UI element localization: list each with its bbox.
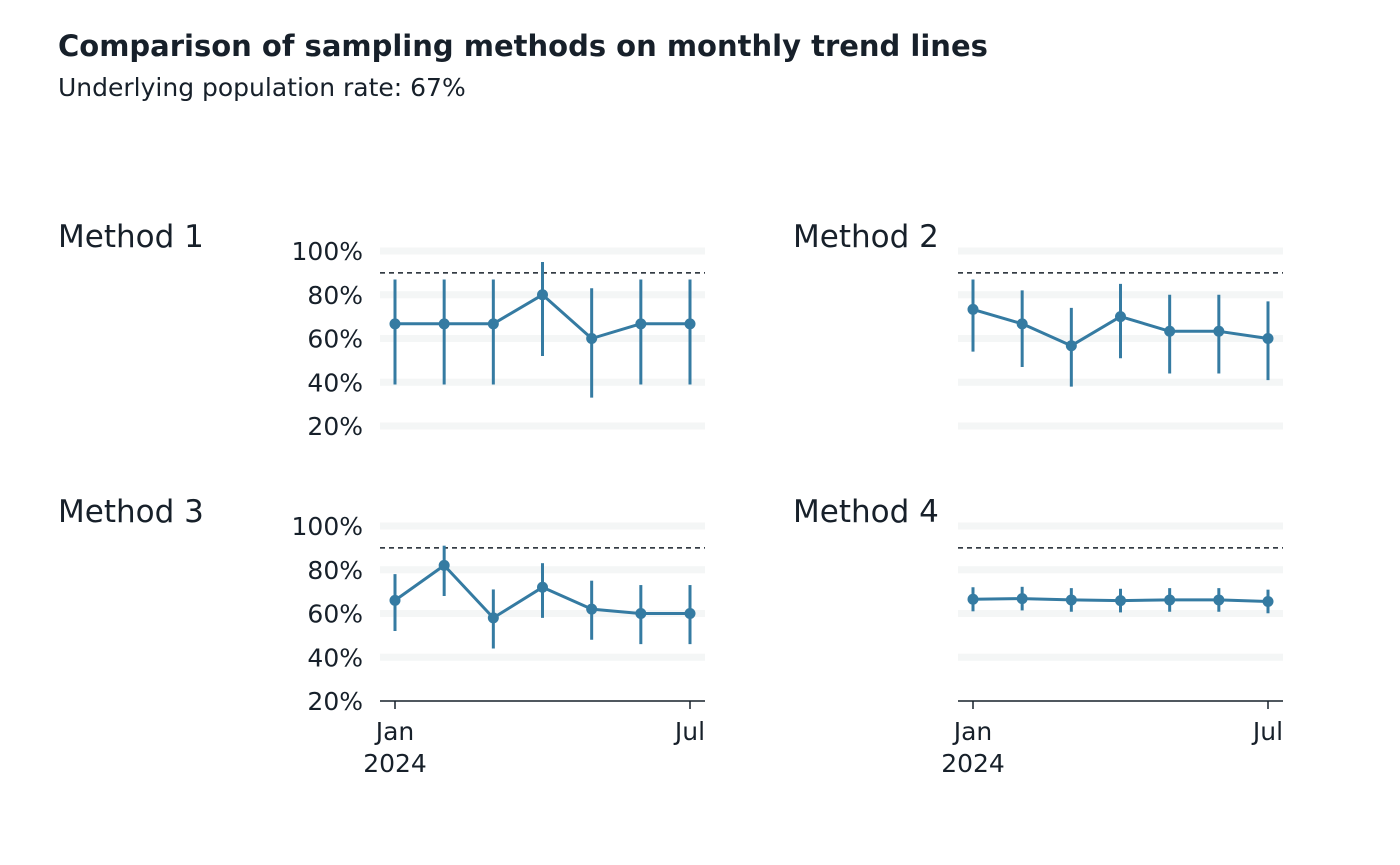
data-point [1213, 594, 1225, 606]
grid-band [958, 378, 1283, 386]
data-point [1262, 333, 1274, 344]
panel-label: Method 3 [58, 494, 204, 530]
data-point [438, 559, 450, 571]
grid-band [380, 378, 705, 386]
panel-label: Method 2 [793, 219, 939, 255]
data-point [586, 333, 598, 344]
panel-label: Method 1 [58, 219, 204, 255]
data-point [1016, 318, 1028, 330]
grid-band [380, 247, 705, 255]
y-tick-label: 100% [292, 237, 363, 266]
data-point [1065, 594, 1077, 606]
data-point [1065, 340, 1077, 352]
chart-title: Comparison of sampling methods on monthl… [58, 29, 988, 63]
data-point [1115, 595, 1126, 607]
y-tick-label: 60% [307, 600, 363, 629]
data-point [1164, 325, 1176, 337]
data-point [635, 318, 647, 330]
data-point [684, 318, 696, 330]
data-point [684, 608, 696, 619]
x-tick-label: 2024 [363, 749, 427, 778]
data-point [537, 581, 548, 593]
data-point [487, 612, 499, 624]
y-tick-label: 20% [307, 412, 363, 441]
grid-band [958, 566, 1283, 574]
x-tick-label: Jan [374, 717, 415, 746]
grid-band [958, 522, 1283, 530]
x-tick-label: Jan [952, 717, 993, 746]
y-tick-label: 80% [307, 556, 363, 585]
y-tick-label: 40% [307, 643, 363, 672]
x-tick-label: 2024 [941, 749, 1005, 778]
grid-band [958, 422, 1283, 430]
grid-band [380, 522, 705, 530]
grid-band [380, 653, 705, 661]
grid-band [958, 653, 1283, 661]
data-point [1016, 593, 1028, 605]
chart-subtitle: Underlying population rate: 67% [58, 73, 466, 102]
y-tick-label: 100% [292, 512, 363, 541]
panel-label: Method 4 [793, 494, 939, 530]
data-point [1262, 595, 1274, 607]
x-tick-label: Jul [1251, 717, 1283, 746]
data-point [1213, 325, 1225, 337]
data-point [586, 603, 598, 615]
data-point [487, 318, 499, 330]
data-point [537, 289, 548, 301]
grid-band [958, 610, 1283, 617]
data-point [967, 303, 979, 315]
data-point [1164, 594, 1176, 606]
data-point [967, 593, 979, 605]
y-tick-label: 40% [307, 368, 363, 397]
data-point [635, 608, 647, 619]
data-point [1115, 311, 1126, 323]
grid-band [380, 422, 705, 430]
data-point [438, 318, 450, 330]
y-tick-label: 60% [307, 325, 363, 354]
data-point [389, 594, 401, 606]
y-tick-label: 20% [307, 687, 363, 716]
data-point [389, 318, 401, 330]
y-tick-label: 80% [307, 281, 363, 310]
grid-band [958, 247, 1283, 255]
x-tick-label: Jul [673, 717, 705, 746]
